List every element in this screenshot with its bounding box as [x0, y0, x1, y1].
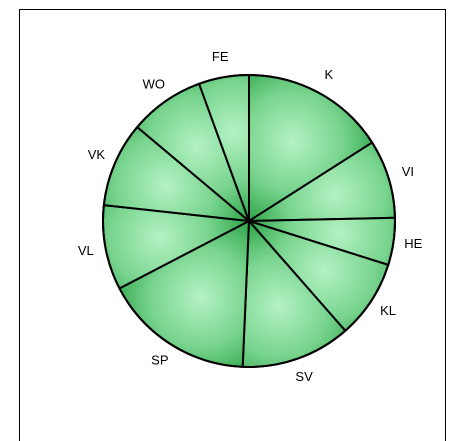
pie-outline — [102, 74, 396, 368]
slice-label-sv: SV — [295, 369, 313, 384]
slice-label-sp: SP — [151, 352, 168, 367]
slice-label-k: K — [324, 67, 333, 82]
slice-label-kl: KL — [380, 303, 396, 318]
slice-label-vi: VI — [402, 164, 414, 179]
slice-label-vl: VL — [78, 243, 94, 258]
slice-label-he: HE — [404, 236, 422, 251]
slice-label-wo: WO — [143, 76, 165, 91]
slice-label-vk: VK — [88, 147, 106, 162]
slice-label-fe: FE — [212, 49, 229, 64]
